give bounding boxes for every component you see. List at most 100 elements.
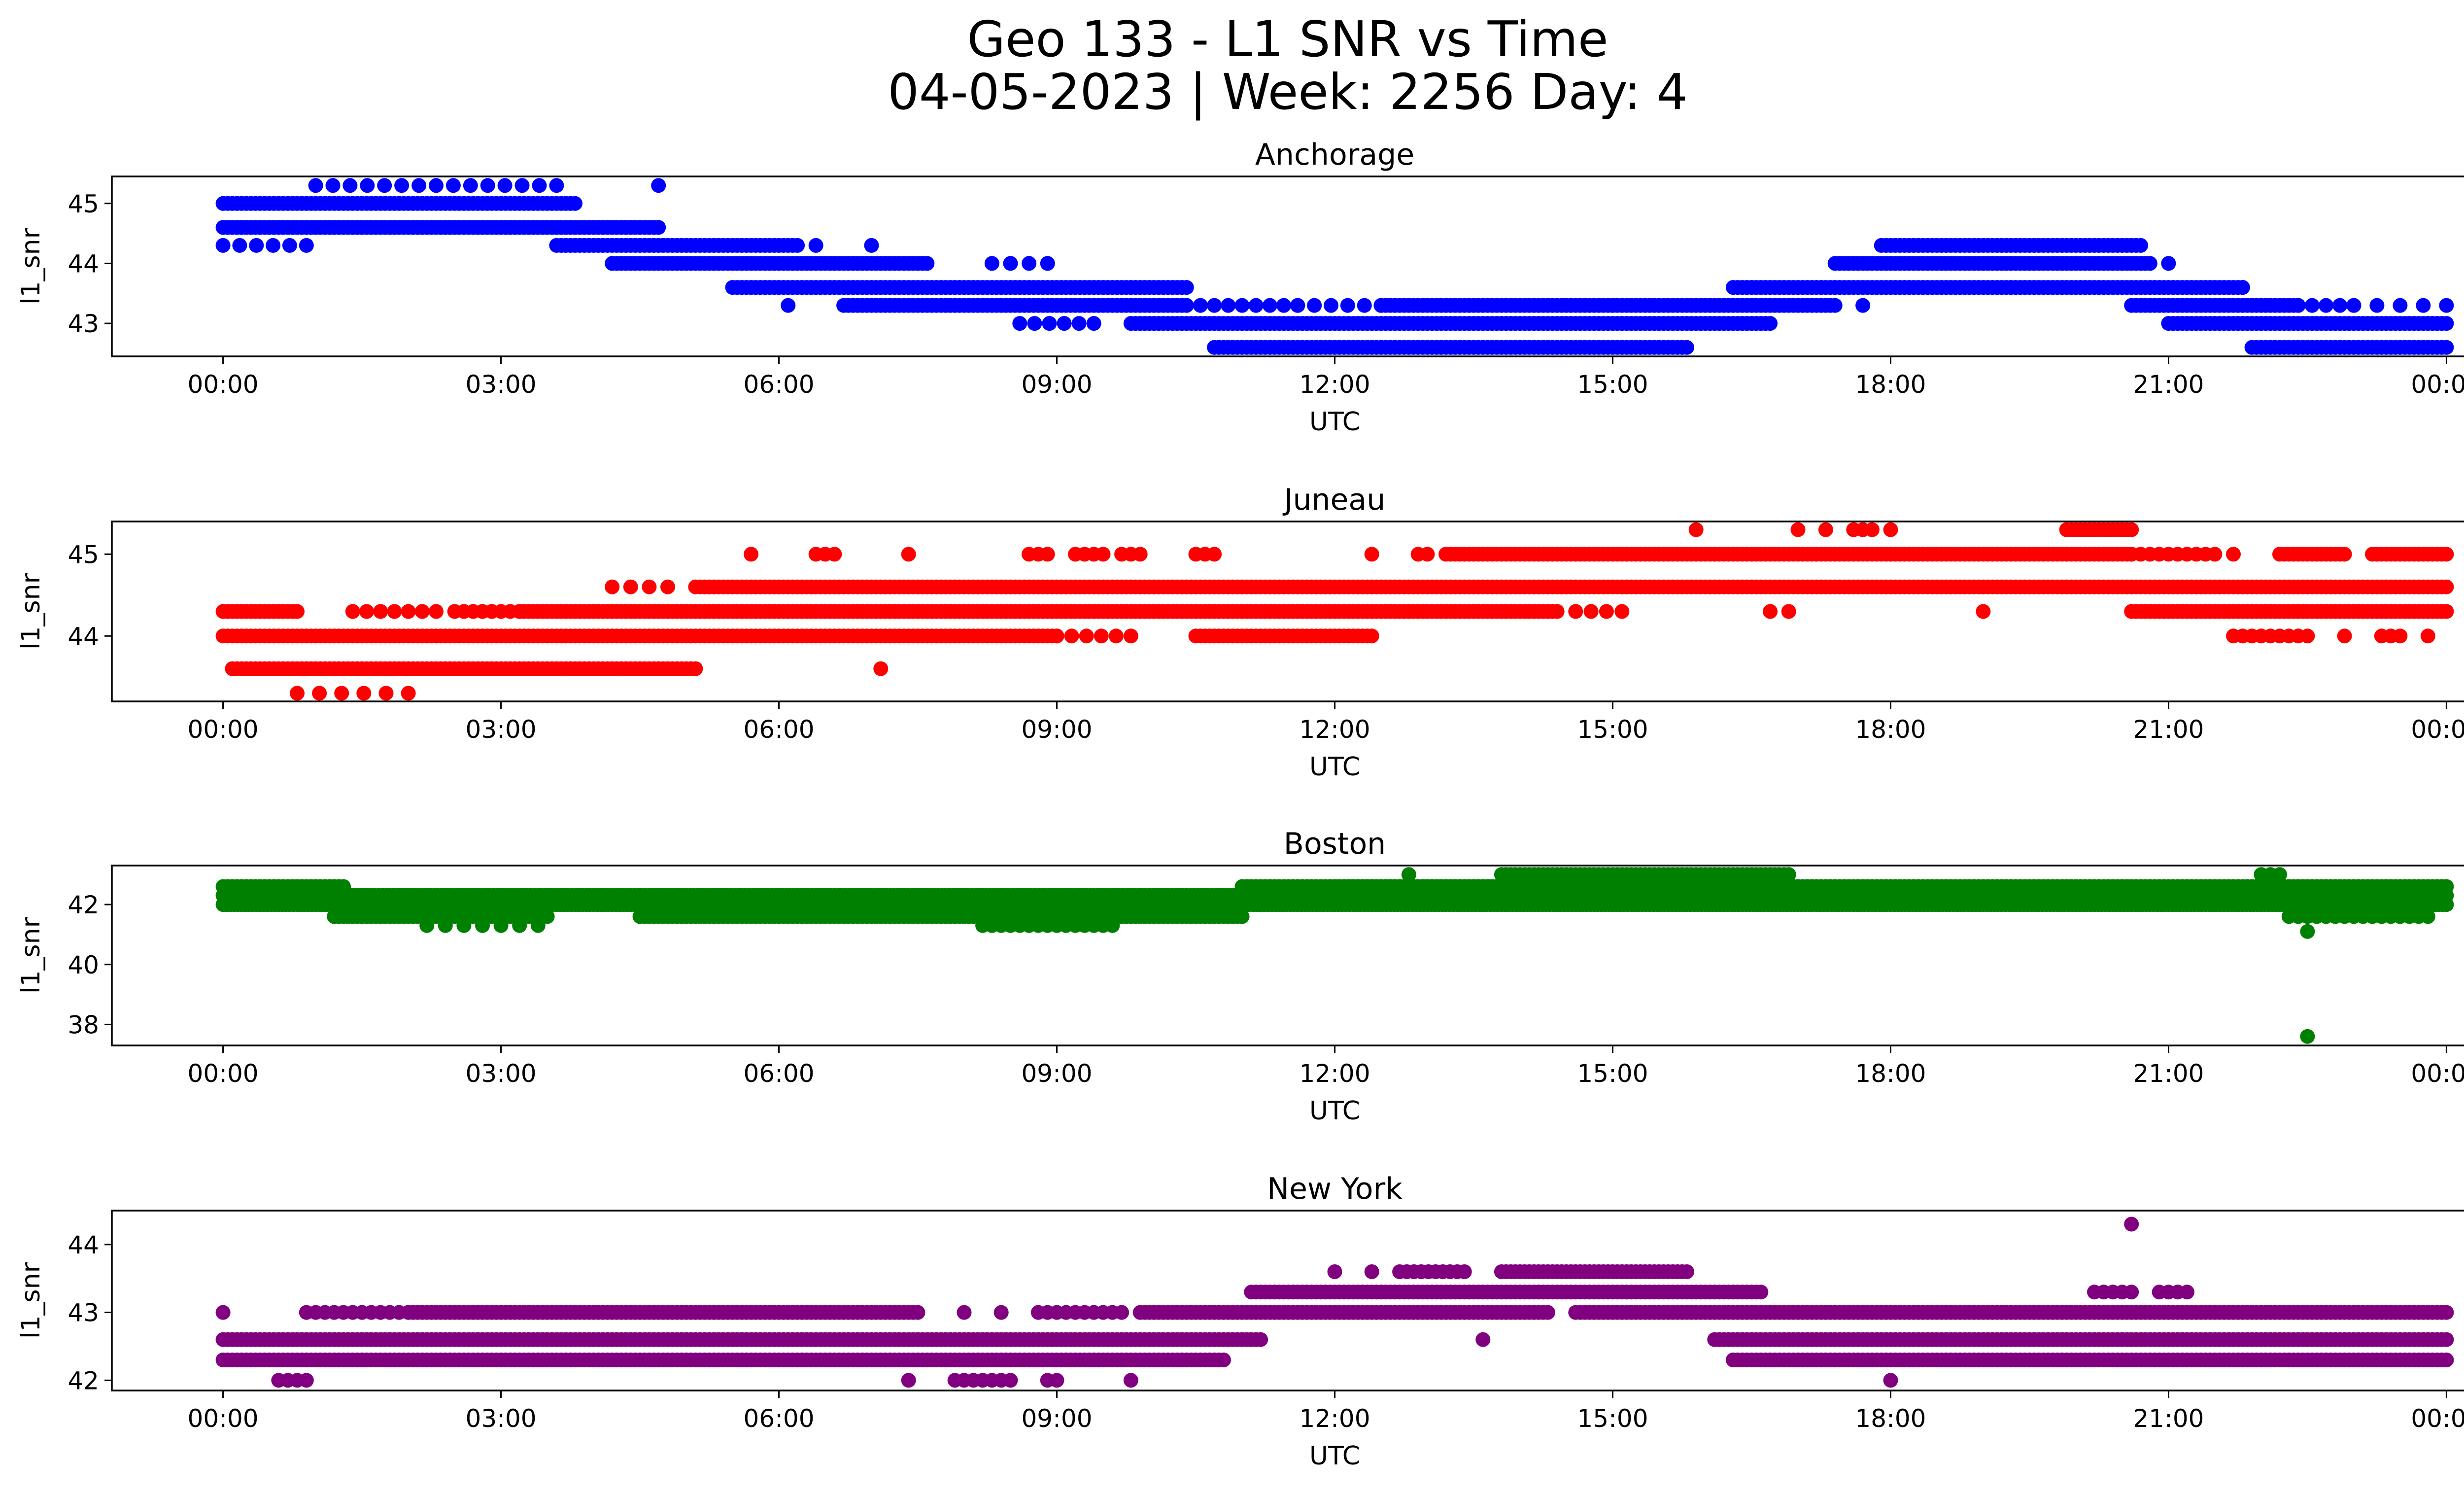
data-point	[1290, 298, 1305, 313]
x-tick-label: 12:00	[1299, 1059, 1370, 1088]
anchorage-panel: 00:00 03:00 06:00 09:00 12:00 15:00 18:00 21:00…	[16, 138, 2464, 437]
data-point	[401, 686, 416, 701]
data-point	[1064, 628, 1079, 644]
data-point	[514, 178, 530, 193]
data-point	[530, 918, 546, 933]
data-point	[1079, 628, 1094, 644]
data-point	[373, 604, 388, 619]
data-point	[1420, 547, 1435, 562]
juneau-points	[215, 522, 2454, 701]
data-point	[334, 686, 349, 701]
y-tick-label: 45	[68, 540, 99, 569]
data-point	[1855, 298, 1871, 313]
data-point	[651, 178, 666, 193]
data-point	[345, 604, 360, 619]
x-tick-label: 18:00	[1855, 370, 1926, 399]
y-tick-label: 42	[68, 891, 99, 919]
data-point	[2439, 298, 2454, 313]
data-point	[549, 178, 564, 193]
data-point	[480, 178, 495, 193]
x-tick-label: 03:00	[466, 1059, 537, 1088]
data-point	[1027, 316, 1042, 331]
data-point	[475, 918, 490, 933]
x-tick-label: 12:00	[1299, 370, 1370, 399]
data-point	[1057, 316, 1072, 331]
data-point	[387, 604, 402, 619]
data-point	[282, 238, 297, 253]
data-point	[540, 909, 555, 924]
x-tick-label: 21:00	[2133, 1059, 2204, 1088]
data-point	[1568, 604, 1583, 619]
data-point	[2337, 628, 2352, 644]
y-tick-label: 45	[68, 190, 99, 218]
data-point	[401, 604, 416, 619]
data-point	[744, 547, 759, 562]
data-point	[1883, 522, 1898, 537]
juneau-ylabel: l1_snr	[16, 573, 46, 650]
data-point	[512, 918, 527, 933]
new-york-points	[215, 1217, 2454, 1388]
data-point	[2439, 579, 2454, 594]
data-point	[1248, 298, 1264, 313]
data-point	[1976, 604, 1991, 619]
data-point	[2300, 628, 2315, 644]
data-point	[1003, 1373, 1018, 1388]
x-tick-label: 06:00	[743, 715, 814, 744]
x-tick-label: 12:00	[1299, 715, 1370, 744]
data-point	[1049, 628, 1064, 644]
x-tick-label: 00:00	[2411, 715, 2464, 744]
data-point	[2291, 298, 2306, 313]
data-point	[1790, 522, 1806, 537]
data-point	[920, 256, 935, 271]
anchorage-xlabel: UTC	[1309, 407, 1360, 437]
x-tick-label: 18:00	[1855, 715, 1926, 744]
y-tick-label: 44	[68, 622, 99, 651]
data-point	[1549, 604, 1565, 619]
data-point	[1108, 628, 1124, 644]
data-point	[2393, 298, 2408, 313]
data-point	[414, 604, 430, 619]
y-tick-label: 40	[68, 951, 99, 979]
data-point	[1614, 604, 1630, 619]
data-point	[2439, 547, 2454, 562]
data-point	[266, 238, 281, 253]
data-point	[642, 579, 657, 594]
data-point	[532, 178, 547, 193]
data-point	[623, 579, 638, 594]
data-point	[2142, 256, 2157, 271]
data-point	[359, 604, 374, 619]
data-point	[901, 1373, 916, 1388]
data-point	[249, 238, 264, 253]
data-point	[299, 238, 314, 253]
data-point	[2304, 298, 2320, 313]
data-point	[493, 918, 509, 933]
data-point	[1679, 340, 1694, 355]
data-point	[1049, 1373, 1064, 1388]
data-point	[378, 686, 394, 701]
data-point	[2161, 256, 2176, 271]
anchorage-title: Anchorage	[1255, 138, 1414, 172]
boston-points	[215, 867, 2454, 1044]
data-point	[1864, 522, 1880, 537]
data-point	[1781, 867, 1796, 882]
y-tick-label: 43	[68, 310, 99, 338]
data-point	[411, 178, 427, 193]
x-tick-label: 09:00	[1021, 715, 1092, 744]
data-point	[1132, 547, 1148, 562]
data-point	[1216, 1353, 1231, 1367]
data-point	[2393, 628, 2408, 644]
data-point	[1207, 298, 1222, 313]
x-tick-label: 00:00	[188, 1059, 259, 1088]
x-tick-label: 15:00	[1577, 715, 1648, 744]
data-point	[864, 238, 879, 253]
x-tick-label: 00:00	[188, 370, 259, 399]
data-point	[2439, 316, 2454, 331]
data-point	[419, 918, 435, 933]
data-point	[445, 178, 461, 193]
data-point	[299, 1373, 314, 1388]
data-point	[290, 604, 305, 619]
data-point	[1262, 298, 1277, 313]
x-tick-label: 06:00	[743, 370, 814, 399]
data-point	[790, 238, 805, 253]
data-point	[2124, 522, 2139, 537]
